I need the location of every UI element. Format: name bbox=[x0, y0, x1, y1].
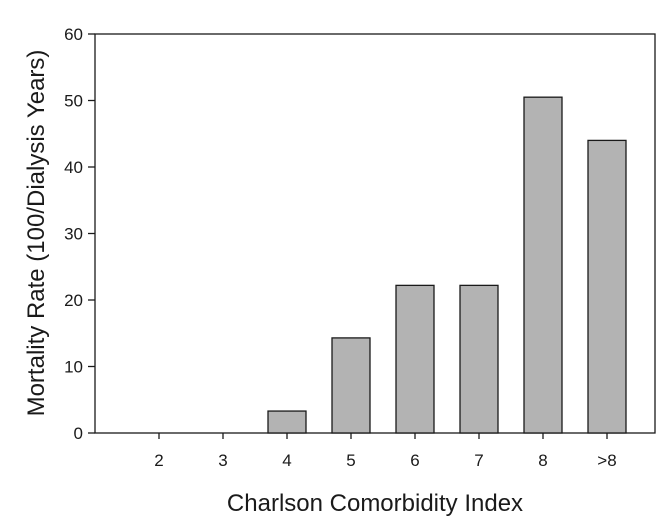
x-tick-label: 8 bbox=[538, 451, 547, 470]
y-tick-label: 40 bbox=[64, 158, 83, 177]
x-tick-label: 6 bbox=[410, 451, 419, 470]
x-tick-label: >8 bbox=[597, 451, 616, 470]
x-tick-label: 5 bbox=[346, 451, 355, 470]
y-axis-title: Mortality Rate (100/Dialysis Years) bbox=[23, 50, 50, 417]
y-tick-label: 10 bbox=[64, 358, 83, 377]
bar-8 bbox=[523, 96, 563, 434]
x-tick-label: 3 bbox=[218, 451, 227, 470]
y-tick-label: 30 bbox=[64, 225, 83, 244]
bar-7 bbox=[459, 284, 499, 434]
bar-4 bbox=[267, 410, 307, 434]
y-tick-label: 20 bbox=[64, 291, 83, 310]
bar-6 bbox=[395, 284, 435, 434]
plot-border bbox=[94, 33, 656, 434]
x-tick-label: 4 bbox=[282, 451, 291, 470]
y-tick-label: 0 bbox=[74, 424, 83, 443]
y-axis-ticks: 0 10 20 30 40 50 60 bbox=[64, 25, 95, 443]
x-tick-label: 2 bbox=[154, 451, 163, 470]
bar-5 bbox=[331, 337, 371, 434]
x-axis-title: Charlson Comorbidity Index bbox=[227, 490, 523, 517]
bar->8 bbox=[587, 139, 627, 434]
plot-frame bbox=[94, 33, 656, 434]
x-tick-label: 7 bbox=[474, 451, 483, 470]
y-tick-label: 50 bbox=[64, 92, 83, 111]
bars bbox=[267, 96, 627, 434]
y-tick-label: 60 bbox=[64, 25, 83, 44]
x-axis-ticks: 2 3 4 5 6 7 8 >8 bbox=[154, 433, 617, 470]
